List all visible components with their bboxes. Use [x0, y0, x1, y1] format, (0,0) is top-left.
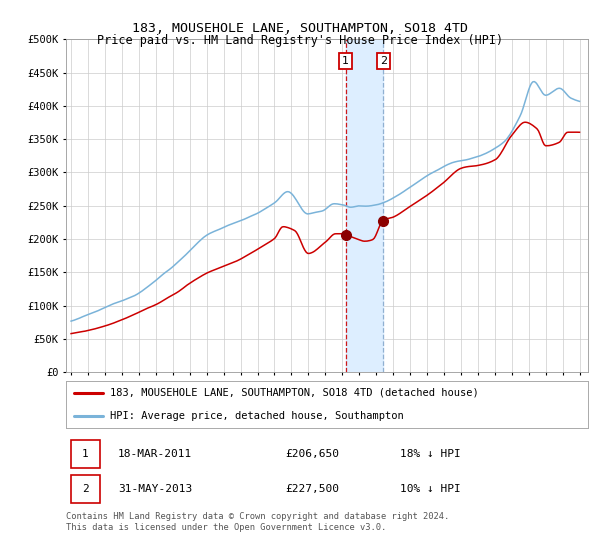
Text: 183, MOUSEHOLE LANE, SOUTHAMPTON, SO18 4TD (detached house): 183, MOUSEHOLE LANE, SOUTHAMPTON, SO18 4… — [110, 388, 479, 398]
Bar — [346, 39, 383, 372]
Bar — [71, 440, 100, 468]
Text: 1: 1 — [82, 449, 89, 459]
Text: 18-MAR-2011: 18-MAR-2011 — [118, 449, 193, 459]
Text: 2: 2 — [380, 56, 387, 66]
Text: 31-MAY-2013: 31-MAY-2013 — [118, 484, 193, 493]
Text: 18% ↓ HPI: 18% ↓ HPI — [400, 449, 461, 459]
Text: £206,650: £206,650 — [285, 449, 339, 459]
Text: 1: 1 — [343, 56, 349, 66]
Text: 10% ↓ HPI: 10% ↓ HPI — [400, 484, 461, 493]
Text: HPI: Average price, detached house, Southampton: HPI: Average price, detached house, Sout… — [110, 410, 404, 421]
Text: Price paid vs. HM Land Registry's House Price Index (HPI): Price paid vs. HM Land Registry's House … — [97, 34, 503, 46]
Text: 2: 2 — [82, 484, 89, 493]
Text: £227,500: £227,500 — [285, 484, 339, 493]
Bar — [71, 475, 100, 503]
Text: 183, MOUSEHOLE LANE, SOUTHAMPTON, SO18 4TD: 183, MOUSEHOLE LANE, SOUTHAMPTON, SO18 4… — [132, 22, 468, 35]
Text: Contains HM Land Registry data © Crown copyright and database right 2024.
This d: Contains HM Land Registry data © Crown c… — [66, 512, 449, 532]
